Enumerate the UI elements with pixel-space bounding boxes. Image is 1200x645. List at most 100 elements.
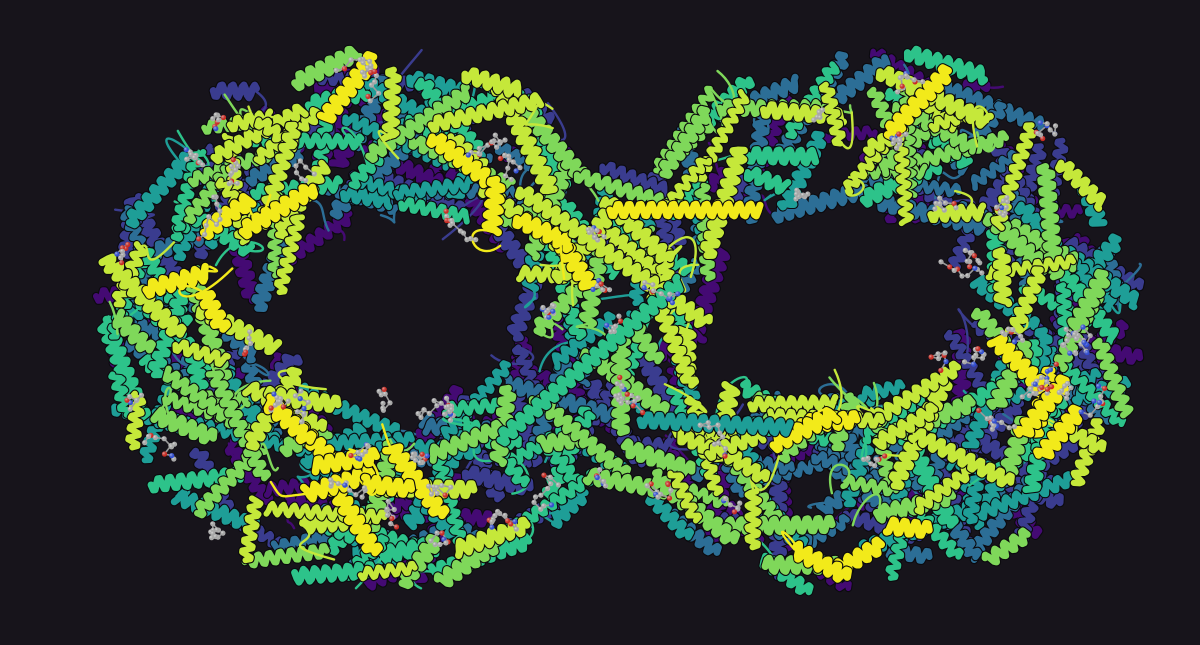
ligand-atom-shade — [548, 502, 555, 508]
ligand-atom-shade — [214, 201, 220, 207]
ligand-atom-shade — [967, 250, 973, 256]
ligand-atom-shade — [1052, 131, 1058, 137]
ligand-atom-shade — [897, 75, 903, 81]
ligand-molecule — [721, 495, 743, 515]
coil-loop — [523, 286, 537, 309]
ligand-atom-shade — [372, 79, 378, 85]
ligand-atom-shade — [938, 259, 944, 265]
ligand-atom-shade — [1019, 394, 1025, 400]
ligand-atom-shade — [590, 286, 596, 292]
ligand-atom-shade — [169, 453, 175, 459]
ligand-atom-shade — [641, 285, 647, 291]
ligand-layer — [114, 56, 1108, 548]
ligand-atom-shade — [505, 165, 511, 171]
ligand-atom-shade — [1028, 386, 1034, 392]
ligand-atom-shade — [214, 221, 220, 227]
ligand-molecule — [241, 329, 254, 357]
ligand-atom-shade — [631, 398, 638, 404]
ligand-atom-shade — [1064, 395, 1070, 401]
coil-loop — [972, 131, 997, 153]
ligand-molecule — [894, 70, 926, 95]
ligand-atom-shade — [328, 481, 335, 487]
ligand-atom-shade — [1062, 383, 1068, 389]
helix-ribbon — [209, 81, 260, 102]
ligand-atom-shade — [297, 396, 303, 402]
ligand-atom-shade — [1053, 361, 1059, 367]
helix-ribbon — [893, 140, 914, 227]
ligand-molecule — [593, 467, 609, 489]
ligand-atom-shade — [532, 494, 539, 500]
ligand-atom-shade — [228, 163, 235, 169]
ligand-molecule — [409, 451, 430, 466]
ligand-atom-shade — [421, 407, 427, 413]
helix-ribbon — [963, 466, 986, 525]
ligand-atom-shade — [385, 498, 391, 504]
ligand-atom-shade — [731, 509, 738, 515]
ligand-atom-shade — [513, 168, 519, 174]
ligand-atom-shade — [247, 329, 253, 335]
ligand-atom-shade — [975, 346, 981, 352]
ligand-atom-shade — [161, 436, 167, 442]
ligand-atom-shade — [675, 291, 681, 297]
coil-loop — [812, 408, 837, 425]
ligand-molecule — [961, 346, 987, 367]
helix-ribbon — [461, 67, 522, 98]
ligand-atom-shade — [246, 335, 252, 341]
ligand-molecule — [976, 407, 1018, 432]
ligand-atom-shade — [517, 165, 523, 171]
ligand-molecule — [999, 326, 1026, 345]
ligand-molecule — [210, 112, 227, 132]
ligand-atom-shade — [882, 453, 888, 459]
ligand-atom-shade — [1019, 337, 1026, 343]
helix-ribbon — [239, 495, 264, 564]
ligand-atom-shade — [418, 414, 424, 420]
ligand-atom-shade — [299, 176, 305, 182]
ligand-molecule — [488, 132, 508, 150]
coil-loop — [838, 111, 854, 150]
coil-loop — [780, 530, 800, 562]
ligand-atom-shade — [393, 524, 400, 530]
ligand-atom-shade — [1091, 398, 1097, 404]
helix-ribbon — [496, 273, 684, 447]
ligand-atom-shade — [361, 485, 368, 491]
ligand-atom-shade — [426, 483, 432, 489]
ligand-atom-shade — [1095, 383, 1102, 389]
ligand-atom-shade — [624, 391, 630, 397]
ligand-atom-shade — [594, 474, 600, 481]
ligand-atom-shade — [635, 395, 641, 401]
ligand-molecule — [415, 398, 452, 420]
ligand-atom-shade — [428, 538, 434, 544]
ligand-atom-shade — [997, 210, 1003, 216]
ligand-atom-shade — [947, 264, 953, 270]
ligand-atom-shade — [277, 398, 283, 405]
ligand-atom-shade — [210, 521, 216, 527]
helix-ribbon — [142, 262, 209, 299]
ligand-atom-shade — [1081, 339, 1087, 345]
ligand-atom-shade — [865, 455, 871, 461]
ligand-atom-shade — [419, 451, 425, 457]
ligand-atom-shade — [941, 207, 948, 213]
ligand-molecule — [293, 158, 317, 183]
ligand-molecule — [641, 280, 681, 306]
helix-ribbon — [599, 161, 669, 199]
ligand-atom-shade — [248, 340, 254, 346]
ligand-atom-shade — [628, 392, 634, 399]
ligand-atom-shade — [1096, 399, 1103, 405]
ligand-molecule — [443, 208, 479, 243]
ligand-atom-shade — [550, 308, 556, 314]
ligand-atom-shade — [1010, 327, 1016, 333]
ligand-atom-shade — [717, 430, 723, 436]
ligand-atom-shade — [357, 456, 363, 462]
ligand-atom-shade — [328, 477, 334, 483]
helix-ribbon — [378, 454, 465, 540]
helix-ribbon — [461, 465, 534, 496]
helix-ribbon — [299, 464, 376, 503]
ligand-atom-shade — [449, 220, 456, 226]
coil-loop — [165, 137, 194, 177]
helix-ribbon — [935, 79, 1045, 132]
ligand-atom-shade — [426, 410, 432, 416]
ligand-atom-shade — [125, 241, 131, 248]
ligand-atom-shade — [920, 79, 926, 85]
ligand-atom-shade — [303, 177, 309, 183]
